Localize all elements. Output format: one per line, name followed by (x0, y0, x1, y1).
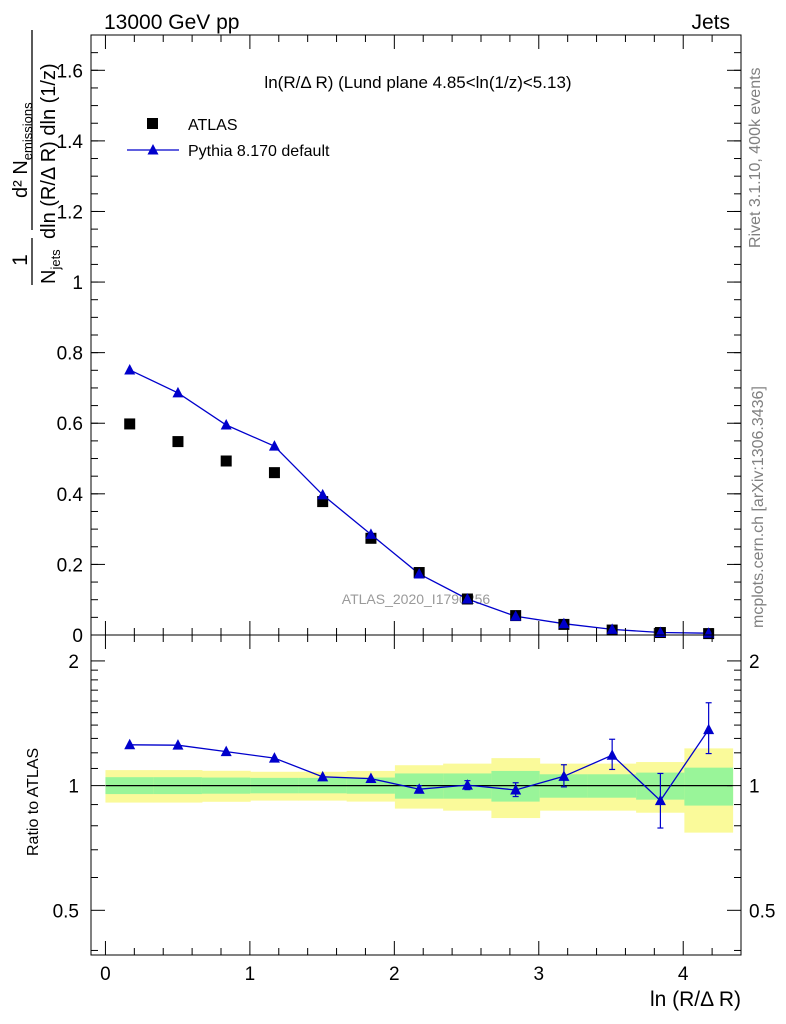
ratio-point (365, 772, 377, 784)
atlas-point (220, 455, 232, 467)
ratio-point (172, 739, 184, 750)
uncertainty-band-inner (684, 767, 734, 806)
main-y-tick-label: 1.4 (57, 132, 84, 153)
main-y-tick-label: 1.6 (57, 61, 83, 82)
ratio-y-tick-label-right: 0.5 (749, 901, 775, 922)
atlas-point (124, 418, 136, 430)
process-label: Jets (691, 11, 730, 34)
ratio-x-axis-label: ln (R/Δ R) (650, 988, 741, 1011)
rivet-version-label: Rivet 3.1.10, 400k events (747, 67, 764, 248)
pythia-point (268, 440, 280, 451)
ratio-x-tick-label: 0 (100, 964, 111, 985)
main-y-tick-label: 0.8 (57, 344, 83, 365)
pythia-point (413, 567, 425, 579)
ylabel-d2n: d² N (10, 160, 32, 198)
ratio-x-tick-label: 1 (245, 964, 256, 985)
ratio-point (220, 745, 232, 757)
ratio-point (461, 779, 473, 790)
ratio-y-tick-label-right: 2 (749, 652, 760, 673)
ylabel-njets: Njets (38, 249, 63, 284)
pythia-point (510, 610, 522, 621)
legend-pythia-marker (147, 144, 159, 155)
legend-atlas-marker (147, 118, 158, 129)
pythia-point (172, 386, 184, 398)
ratio-y-tick-label: 0.5 (53, 901, 79, 922)
pythia-point (317, 488, 329, 500)
pythia-point (220, 419, 232, 430)
ratio-point (703, 723, 715, 735)
ratio-x-tick-label: 2 (389, 964, 400, 985)
atlas-point (317, 496, 329, 508)
ylabel-numerator-one: 1 (9, 254, 32, 266)
pythia-point (654, 626, 666, 638)
ratio-x-tick-label: 3 (533, 964, 544, 985)
legend-pythia-label: Pythia 8.170 default (188, 143, 330, 160)
pythia-point (606, 623, 618, 634)
main-y-axis-label: 1 Njets dln (R/Δ R) dln (1/z) d² Nemissi… (9, 30, 63, 285)
collision-label: 13000 GeV pp (104, 11, 239, 34)
ratio-panel: 0.5 0.5 1 1 2 2 0 1 2 3 4 Ratio to ATLAS ln (R/Δ R… (25, 634, 775, 1011)
ratio-point (654, 794, 666, 806)
ratio-y-tick-label: 1 (68, 777, 79, 798)
atlas-point (268, 467, 280, 479)
main-y-tick-label: 0 (72, 626, 83, 647)
pythia-point (558, 617, 570, 629)
analysis-watermark: ATLAS_2020_I1790256 (342, 591, 491, 607)
legend: ATLAS Pythia 8.170 default (127, 117, 330, 160)
ratio-point (124, 738, 136, 750)
ratio-point (317, 770, 329, 782)
main-panel-title: ln(R/Δ R) (Lund plane 4.85<ln(1/z)<5.13) (264, 73, 571, 92)
main-y-tick-label: 0.4 (57, 485, 84, 506)
legend-atlas-label: ATLAS (188, 117, 238, 134)
atlas-point (172, 436, 184, 448)
pythia-point (124, 363, 136, 375)
ylabel-jets-sub: jets (48, 249, 63, 271)
main-panel: ATLAS_2020_I1790256 0 0.2 0.4 0.6 0.8 1 1.2 1.4… (9, 30, 742, 647)
ratio-point (413, 783, 425, 794)
main-y-tick-label: 0.2 (57, 555, 83, 576)
main-y-tick-label: 0.6 (57, 414, 83, 435)
main-y-tick-label: 1.2 (57, 202, 83, 223)
mcplots-label: mcplots.cern.ch [arXiv:1306.3436] (750, 386, 767, 628)
ratio-point (510, 783, 522, 795)
main-y-tick-label: 1 (72, 273, 83, 294)
ratio-y-tick-label-right: 1 (749, 777, 760, 798)
ylabel-emissions-sub: emissions (20, 102, 35, 160)
pythia-point (461, 593, 473, 604)
ylabel-numerator-d2n: d² Nemissions (10, 102, 35, 198)
ratio-y-tick-label: 2 (68, 652, 79, 673)
ratio-point (558, 770, 570, 781)
ratio-point (606, 749, 618, 760)
ylabel-denominator: dln (R/Δ R) dln (1/z) (38, 63, 60, 239)
pythia-point (365, 528, 377, 539)
ylabel-n: N (38, 270, 60, 284)
ratio-y-axis-label: Ratio to ATLAS (25, 748, 42, 856)
ratio-x-tick-label: 4 (678, 964, 689, 985)
ratio-point (268, 752, 280, 763)
ratio-panel-frame (90, 634, 742, 956)
